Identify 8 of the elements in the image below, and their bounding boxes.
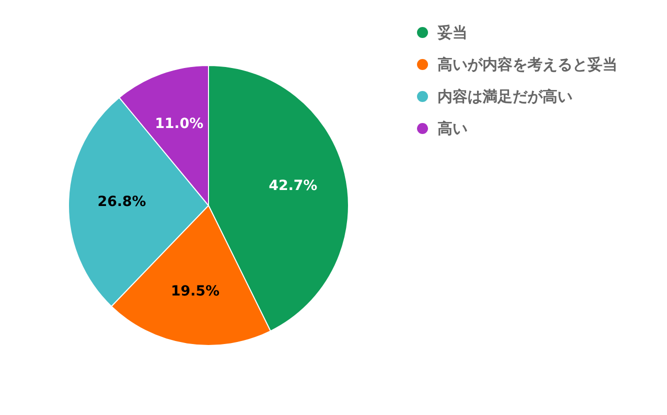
data-label: 11.0% [154, 116, 204, 132]
data-label: 26.8% [97, 194, 146, 210]
legend-label: 妥当 [436, 24, 468, 42]
data-label: 42.7% [268, 178, 318, 194]
legend-label: 高いが内容を考えると妥当 [438, 56, 618, 74]
legend-label: 高い [438, 120, 468, 138]
data-label: 19.5% [170, 283, 220, 300]
legend-label: 内容は満足だが高い [438, 88, 572, 106]
